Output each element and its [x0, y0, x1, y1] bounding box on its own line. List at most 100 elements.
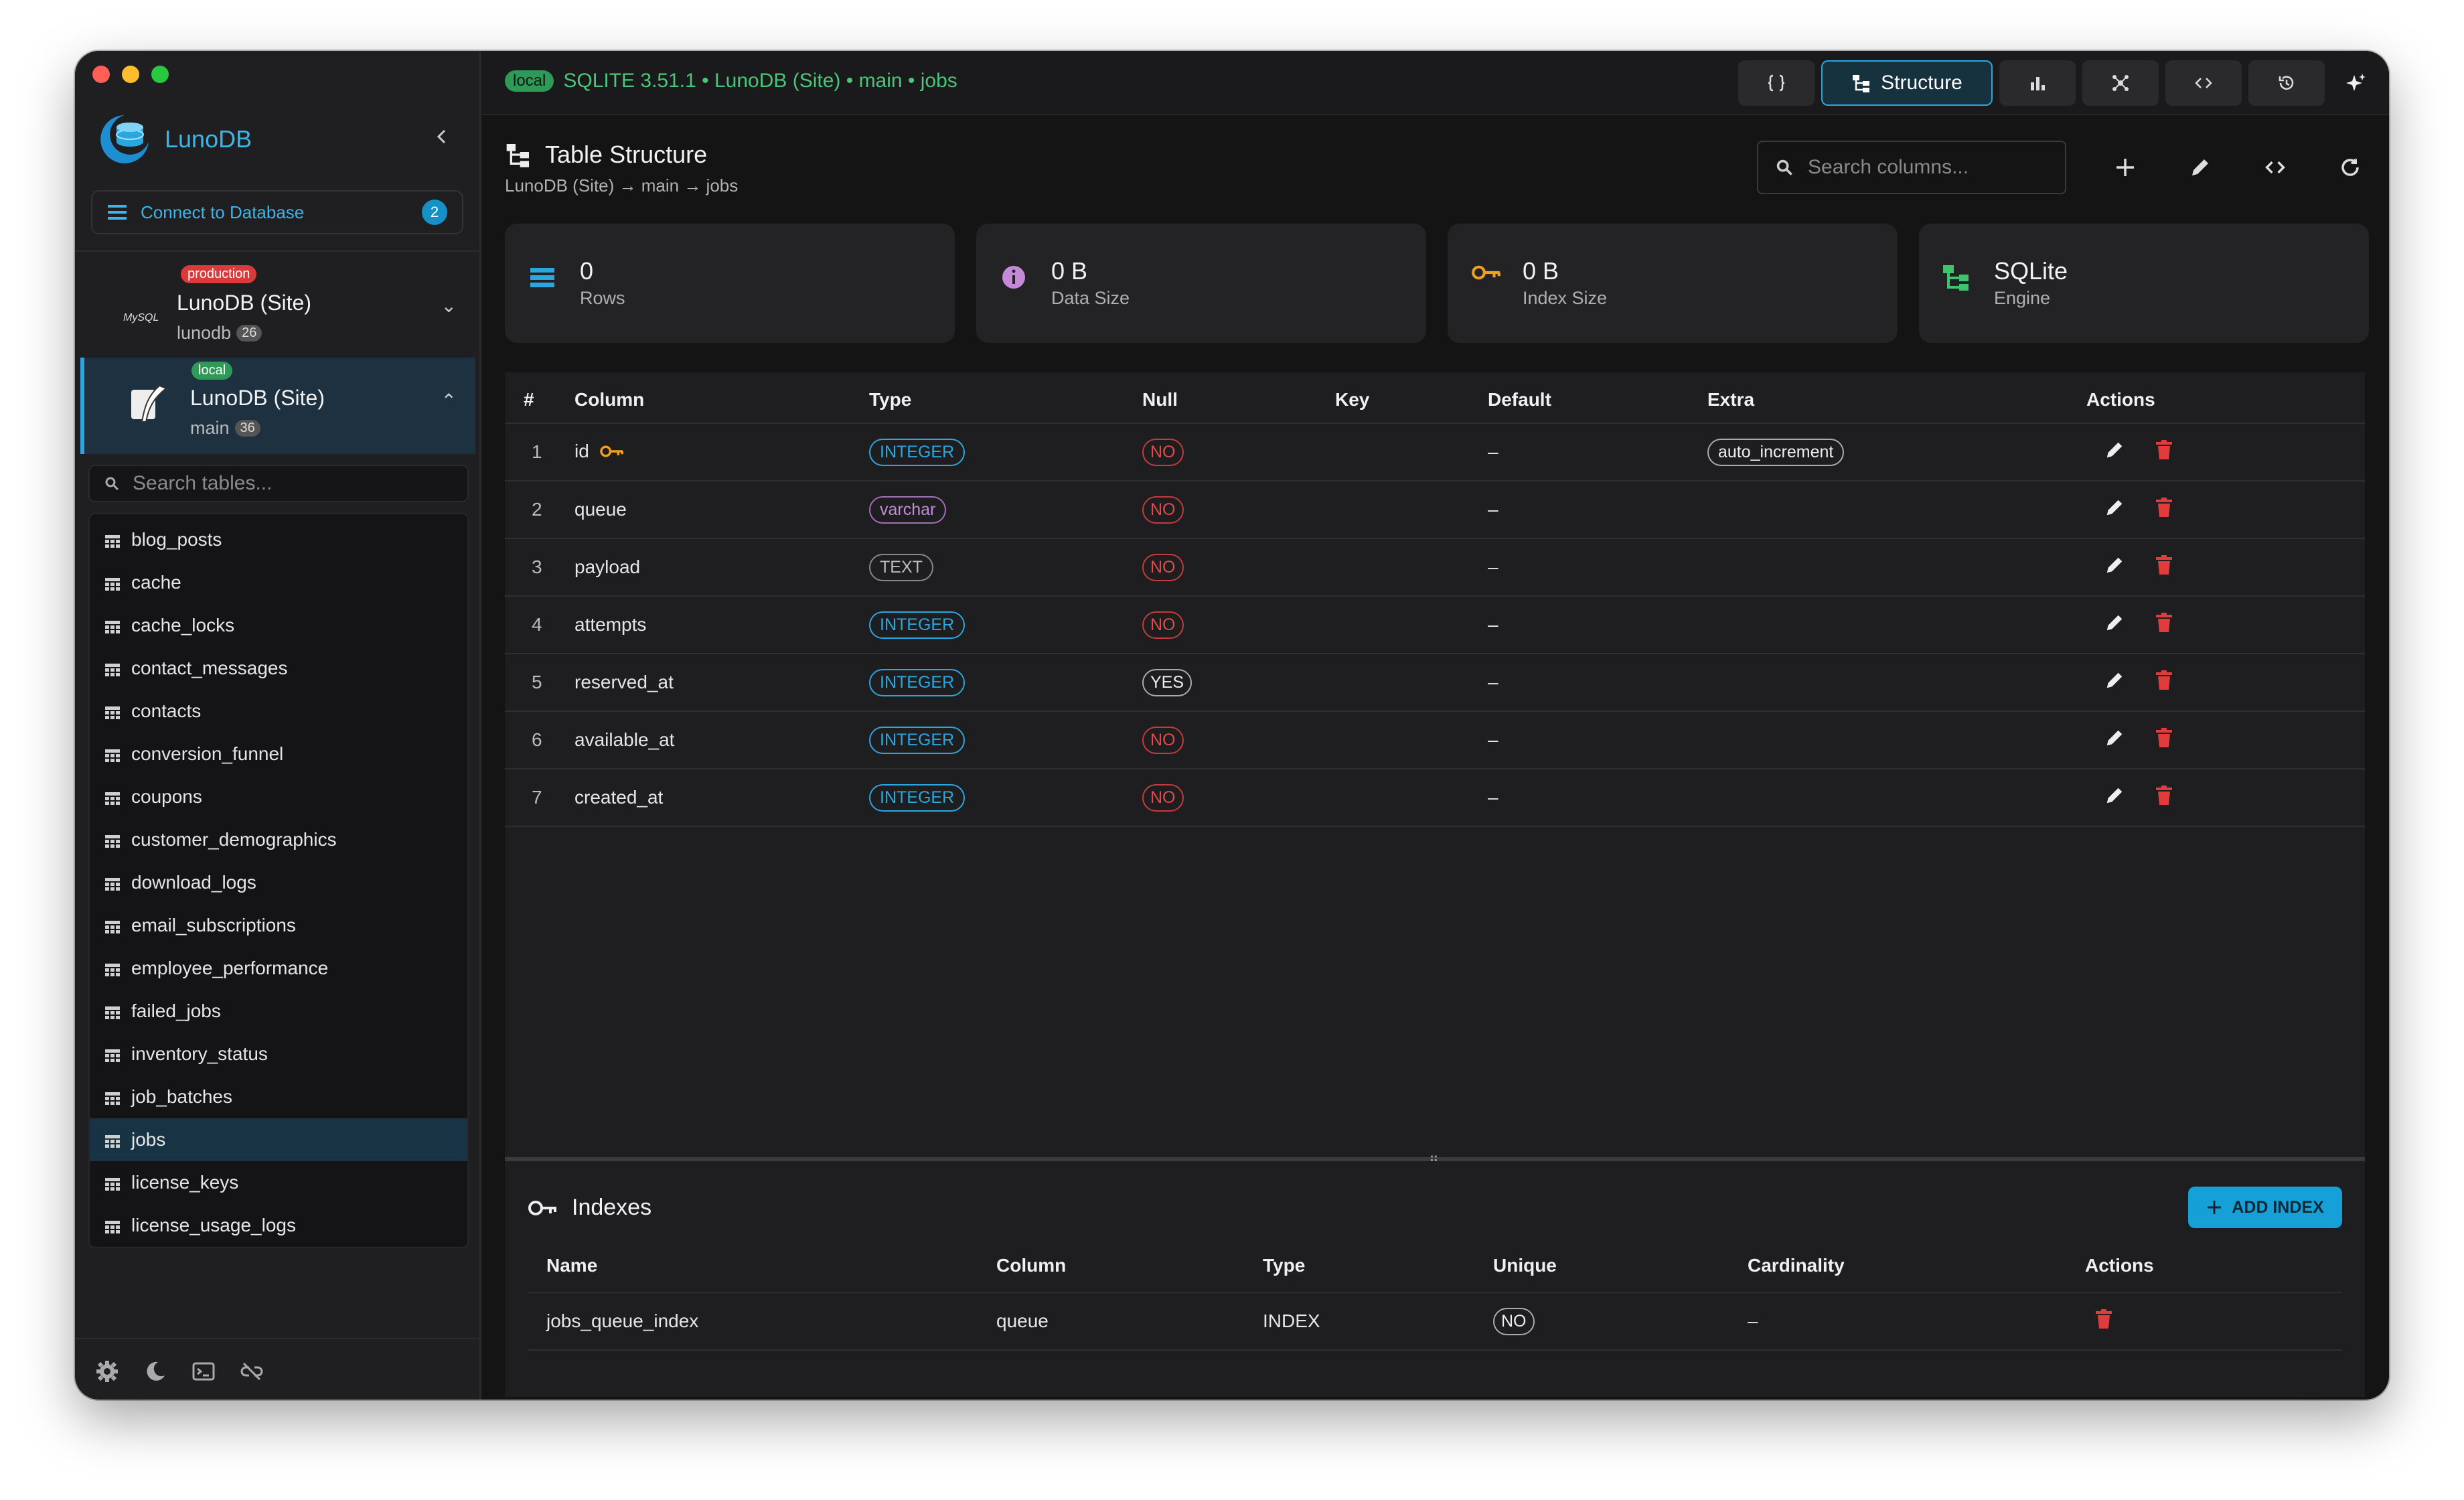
structure-icon: [1853, 75, 1870, 92]
table-item[interactable]: coupons: [90, 775, 467, 818]
column-search-input[interactable]: [1808, 156, 2049, 179]
table-search-input[interactable]: [133, 472, 441, 495]
table-item[interactable]: license_keys: [90, 1161, 467, 1204]
delete-column-trash-icon[interactable]: [2155, 612, 2173, 638]
table-row[interactable]: 7 created_at INTEGER NO –: [505, 768, 2365, 827]
table-item[interactable]: cache: [90, 561, 467, 604]
column-header[interactable]: Default: [1488, 388, 1551, 410]
index-actions: [2085, 1292, 2342, 1351]
delete-index-trash-icon[interactable]: [2085, 1308, 2113, 1334]
connection-production[interactable]: production MySQL LunoDB (Site) lunodb 26 …: [80, 264, 475, 360]
edit-column-pencil-icon[interactable]: [2104, 439, 2125, 465]
collapse-sidebar-button[interactable]: [429, 126, 455, 153]
table-item[interactable]: license_usage_logs: [90, 1204, 467, 1247]
tab-history[interactable]: [2248, 60, 2325, 106]
index-column-header[interactable]: Actions: [2085, 1254, 2154, 1276]
minimize-window-button[interactable]: [122, 66, 139, 83]
maximize-window-button[interactable]: [151, 66, 169, 83]
connection-local[interactable]: local LunoDB (Site) main 36 ⌃: [80, 358, 475, 454]
index-column-header[interactable]: Column: [996, 1254, 1067, 1276]
column-header[interactable]: #: [524, 388, 534, 410]
tab-relations[interactable]: [2082, 60, 2159, 106]
column-name-cell: payload: [574, 538, 869, 596]
refresh-button[interactable]: [2330, 147, 2370, 188]
null-badge: NO: [1142, 611, 1184, 639]
null-badge: NO: [1142, 438, 1184, 466]
table-row[interactable]: 1 id INTEGER NO – auto_increment: [505, 423, 2365, 481]
add-column-button[interactable]: [2105, 147, 2145, 188]
table-row[interactable]: 2 queue varchar NO –: [505, 480, 2365, 538]
chevron-down-icon[interactable]: ⌄: [441, 295, 457, 316]
structure-icon: [506, 144, 529, 167]
edit-column-pencil-icon[interactable]: [2104, 670, 2125, 696]
theme-moon-icon[interactable]: [143, 1359, 169, 1385]
table-row[interactable]: 6 available_at INTEGER NO –: [505, 710, 2365, 769]
ai-assist-button[interactable]: [2331, 60, 2380, 106]
index-column-header[interactable]: Name: [546, 1254, 598, 1276]
key-cell: [1335, 768, 1488, 827]
table-item[interactable]: employee_performance: [90, 947, 467, 990]
column-header[interactable]: Type: [869, 388, 912, 410]
table-item[interactable]: job_batches: [90, 1075, 467, 1118]
delete-column-trash-icon[interactable]: [2155, 727, 2173, 753]
index-column-header[interactable]: Unique: [1493, 1254, 1557, 1276]
tab-query[interactable]: [1738, 60, 1815, 106]
connect-label: Connect to Database: [141, 202, 305, 222]
tab-code[interactable]: [2165, 60, 2242, 106]
table-item[interactable]: jobs: [90, 1118, 467, 1161]
table-icon: [104, 875, 121, 891]
table-item[interactable]: blog_posts: [90, 518, 467, 561]
edit-table-button[interactable]: [2180, 147, 2220, 188]
lunodb-logo-icon: [100, 115, 149, 163]
terminal-icon[interactable]: [191, 1359, 217, 1385]
settings-gear-icon[interactable]: [95, 1359, 121, 1385]
delete-column-trash-icon[interactable]: [2155, 670, 2173, 696]
column-header[interactable]: Actions: [2086, 388, 2155, 410]
null-cell: NO: [1142, 595, 1335, 654]
table-item[interactable]: customer_demographics: [90, 818, 467, 861]
table-item[interactable]: cache_locks: [90, 604, 467, 647]
tab-structure[interactable]: Structure: [1821, 60, 1993, 106]
delete-column-trash-icon[interactable]: [2155, 439, 2173, 465]
divider: [75, 1338, 481, 1339]
table-item[interactable]: inventory_status: [90, 1033, 467, 1075]
index-row[interactable]: jobs_queue_index queue INDEX NO –: [528, 1292, 2342, 1351]
tab-stats[interactable]: [1999, 60, 2076, 106]
column-header[interactable]: Key: [1335, 388, 1370, 410]
column-header[interactable]: Null: [1142, 388, 1178, 410]
chevron-up-icon[interactable]: ⌃: [441, 390, 457, 411]
window-controls: [92, 66, 169, 83]
column-header[interactable]: Column: [574, 388, 645, 410]
indexes-header-row: Name Column Type Unique Cardinality Actions: [528, 1239, 2342, 1292]
index-column-header[interactable]: Type: [1263, 1254, 1306, 1276]
table-item[interactable]: contacts: [90, 690, 467, 733]
table-item[interactable]: download_logs: [90, 861, 467, 904]
edit-column-pencil-icon[interactable]: [2104, 785, 2125, 811]
edit-column-pencil-icon[interactable]: [2104, 554, 2125, 581]
table-row[interactable]: 4 attempts INTEGER NO –: [505, 595, 2365, 654]
disconnect-link-icon[interactable]: [240, 1359, 265, 1385]
delete-column-trash-icon[interactable]: [2155, 497, 2173, 523]
table-item[interactable]: email_subscriptions: [90, 904, 467, 947]
delete-column-trash-icon[interactable]: [2155, 554, 2173, 581]
add-index-button[interactable]: ADD INDEX: [2188, 1187, 2342, 1228]
table-icon: [104, 575, 121, 591]
panel-resize-handle[interactable]: ⣿: [505, 1154, 2365, 1169]
stat-value: 0 B: [1051, 257, 1088, 285]
null-cell: NO: [1142, 768, 1335, 827]
view-sql-button[interactable]: [2255, 147, 2295, 188]
close-window-button[interactable]: [92, 66, 110, 83]
delete-column-trash-icon[interactable]: [2155, 785, 2173, 811]
table-item[interactable]: failed_jobs: [90, 990, 467, 1033]
connect-to-database-button[interactable]: Connect to Database 2: [91, 190, 463, 234]
edit-column-pencil-icon[interactable]: [2104, 497, 2125, 523]
table-item[interactable]: contact_messages: [90, 647, 467, 690]
table-row[interactable]: 5 reserved_at INTEGER YES –: [505, 653, 2365, 711]
table-item[interactable]: conversion_funnel: [90, 733, 467, 775]
table-row[interactable]: 3 payload TEXT NO –: [505, 538, 2365, 596]
index-column-header[interactable]: Cardinality: [1748, 1254, 1845, 1276]
column-header[interactable]: Extra: [1707, 388, 1755, 410]
brand-name: LunoDB: [165, 125, 252, 153]
edit-column-pencil-icon[interactable]: [2104, 612, 2125, 638]
edit-column-pencil-icon[interactable]: [2104, 727, 2125, 753]
